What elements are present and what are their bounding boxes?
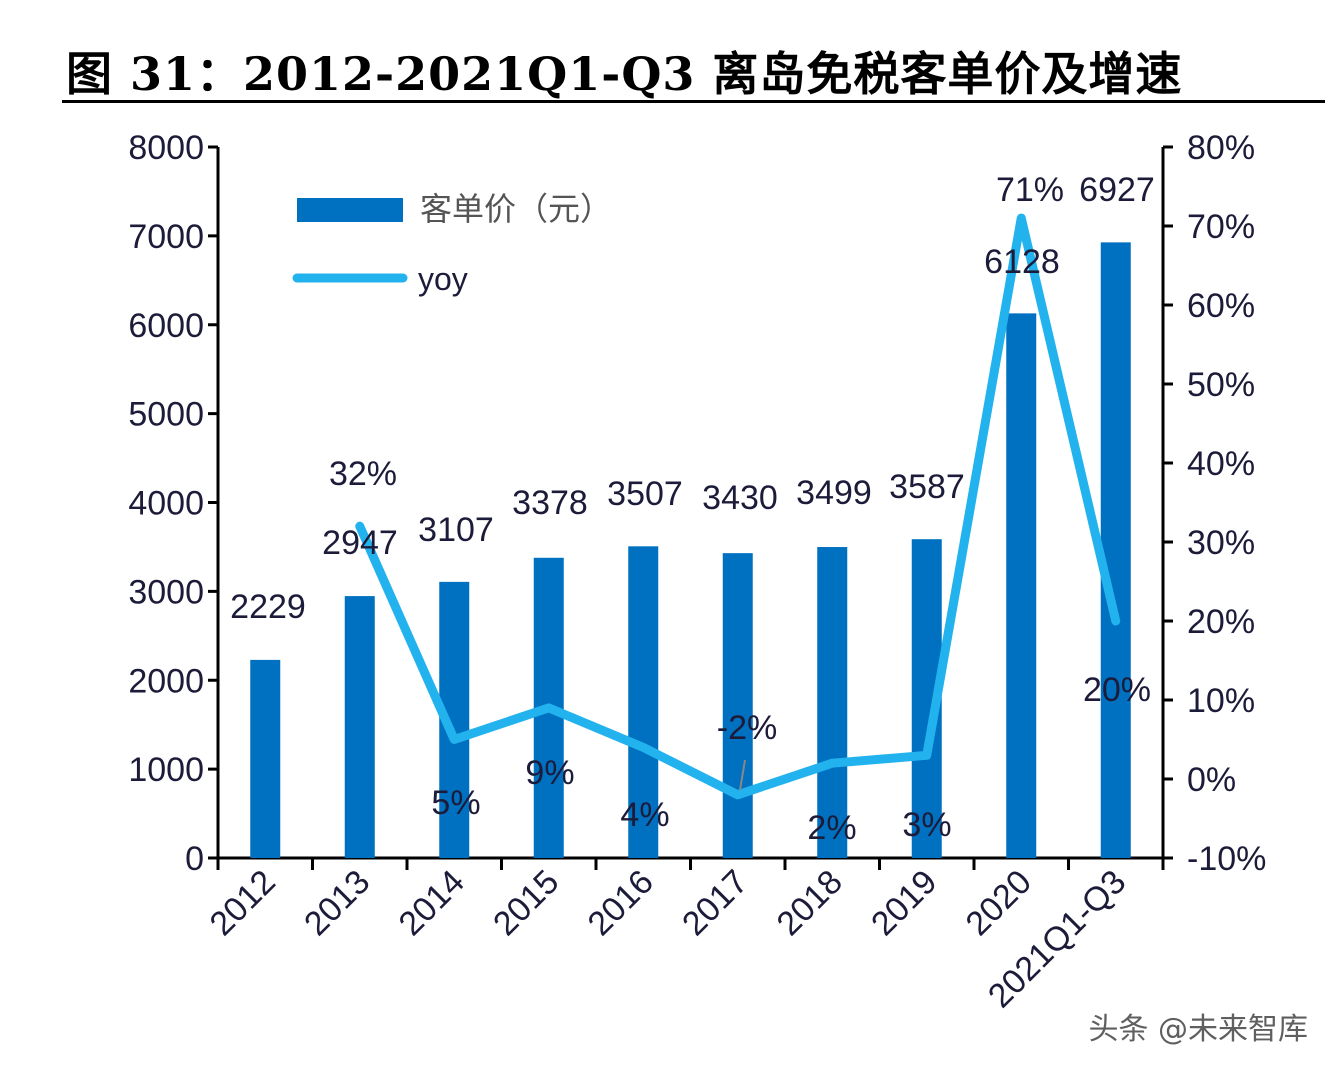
yoy-data-label: 71% <box>996 171 1064 209</box>
yoy-point <box>925 754 928 757</box>
yoy-point <box>831 762 834 765</box>
yoy-data-label: 32% <box>329 455 397 493</box>
left-tick-label: 2000 <box>128 662 204 700</box>
legend-bar-swatch <box>297 198 403 222</box>
title-underline <box>62 100 1325 103</box>
bar <box>344 596 375 858</box>
left-tick-label: 8000 <box>128 129 204 167</box>
left-tick-label: 0 <box>185 840 204 878</box>
bar <box>817 547 848 858</box>
yoy-point <box>1020 217 1023 220</box>
watermark: 头条 @未来智库 <box>1088 1012 1308 1047</box>
bar-data-label: 3587 <box>889 468 965 506</box>
x-tick-label: 2016 <box>581 863 661 943</box>
left-tick-label: 3000 <box>128 573 204 611</box>
label-leader-line <box>739 759 746 791</box>
yoy-point <box>736 793 739 796</box>
bar <box>1100 242 1131 859</box>
bar <box>628 546 659 858</box>
x-tick-label: 2019 <box>864 863 944 943</box>
yoy-data-label: 2% <box>807 809 856 847</box>
right-tick-label: 60% <box>1187 287 1255 325</box>
left-tick-label: 6000 <box>128 307 204 345</box>
right-tick-label: 50% <box>1187 366 1255 404</box>
yoy-point <box>358 525 361 528</box>
yoy-point <box>453 738 456 741</box>
left-tick-label: 1000 <box>128 751 204 789</box>
x-tick-label: 2012 <box>203 863 283 943</box>
yoy-data-label: 3% <box>902 806 951 844</box>
legend-bar-label: 客单价（元） <box>420 191 612 227</box>
x-tick-label: 2015 <box>486 863 566 943</box>
bar <box>250 659 281 858</box>
left-tick-label: 5000 <box>128 396 204 434</box>
x-tick-label: 2014 <box>392 863 472 943</box>
bar-data-label: 3499 <box>796 474 872 512</box>
right-tick-label: 80% <box>1187 129 1255 167</box>
x-tick-label: 2013 <box>297 863 377 943</box>
left-tick-label: 7000 <box>128 218 204 256</box>
x-tick-label: 2017 <box>675 863 755 943</box>
bar <box>1006 313 1037 858</box>
chart-title: 图 31：2012-2021Q1-Q3 离岛免税客单价及增速 <box>66 47 1183 101</box>
yoy-data-label: 4% <box>620 796 669 834</box>
yoy-point <box>642 746 645 749</box>
right-tick-label: 30% <box>1187 524 1255 562</box>
legend-line-label: yoy <box>418 261 468 297</box>
yoy-point <box>1114 620 1117 622</box>
bar-data-label: 6128 <box>984 243 1060 281</box>
right-tick-label: 0% <box>1187 761 1236 799</box>
bar-data-label: 3430 <box>702 479 778 517</box>
yoy-data-label: 20% <box>1083 671 1151 709</box>
yoy-data-label: 9% <box>525 754 574 792</box>
right-tick-label: 40% <box>1187 445 1255 483</box>
right-tick-label: -10% <box>1187 840 1266 878</box>
bar-data-label: 3378 <box>512 484 588 522</box>
bar-data-label: 3107 <box>418 511 494 549</box>
right-tick-label: 10% <box>1187 682 1255 720</box>
yoy-data-label: -2% <box>717 709 777 747</box>
bar-data-label: 2229 <box>230 588 306 626</box>
bar-data-label: 6927 <box>1079 171 1155 209</box>
right-tick-label: 70% <box>1187 208 1255 246</box>
bar-data-label: 2947 <box>322 524 398 562</box>
bar <box>722 553 753 858</box>
x-tick-label: 2020 <box>959 863 1039 943</box>
right-tick-label: 20% <box>1187 603 1255 641</box>
yoy-data-label: 5% <box>431 784 480 822</box>
left-tick-label: 4000 <box>128 485 204 523</box>
bar-data-label: 3507 <box>607 475 683 513</box>
yoy-point <box>547 706 550 709</box>
x-tick-label: 2018 <box>770 863 850 943</box>
